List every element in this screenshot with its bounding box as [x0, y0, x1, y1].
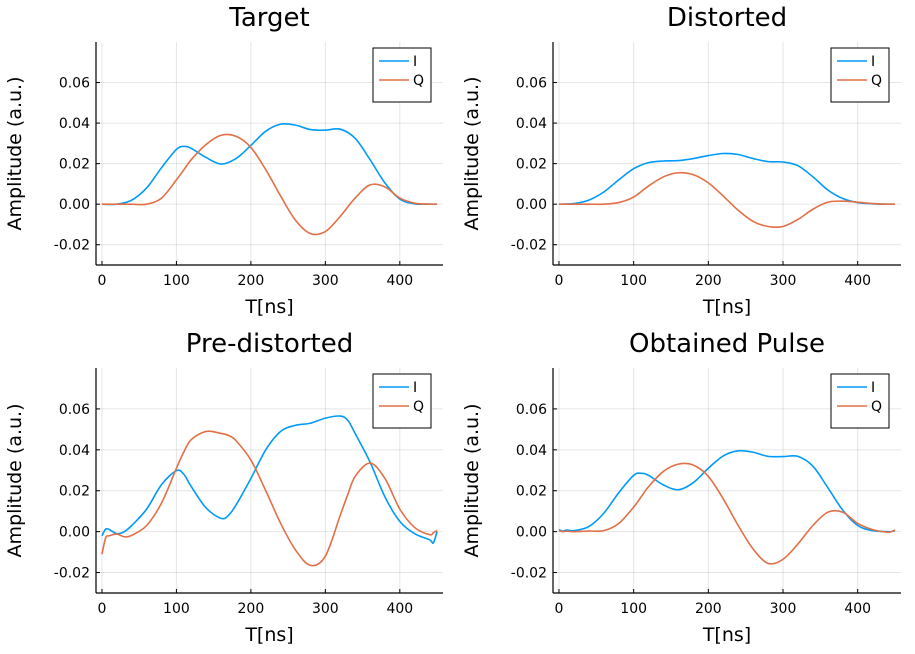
y-axis-label: Amplitude (a.u.) — [461, 77, 483, 231]
series-line-i — [558, 152, 896, 206]
chart-pre-distorted: 0 100 200 300 400 -0.02 0.00 0.02 0.04 0.06 Pre-d… — [4, 329, 443, 646]
x-axis-label: T[ns] — [244, 296, 293, 318]
legend-box — [830, 47, 890, 103]
y-tick-label: 0.04 — [516, 116, 547, 132]
legend-label-q: Q — [871, 399, 882, 415]
y-tick-label: 0.06 — [516, 76, 547, 92]
series-line-q — [558, 462, 896, 565]
y-tick-label: -0.02 — [511, 566, 547, 582]
legend-box — [830, 373, 890, 429]
series-group — [558, 152, 896, 229]
legend-label-q: Q — [871, 73, 882, 89]
legend: I Q — [372, 47, 432, 103]
x-tick-label: 100 — [620, 601, 647, 617]
chart-obtained-pulse: 0 100 200 300 400 -0.02 0.00 0.02 0.04 0.06 Obtai… — [461, 329, 901, 646]
legend-label-i: I — [871, 380, 875, 396]
plot-area: 0 100 200 300 400 -0.02 0.00 0.02 0.04 0.06 — [511, 42, 901, 289]
series-line-i — [101, 415, 438, 545]
x-tick-label: 100 — [163, 273, 190, 289]
x-tick-label: 0 — [555, 601, 564, 617]
series-group — [558, 449, 896, 565]
series-group — [101, 122, 438, 236]
x-tick-label: 200 — [695, 273, 722, 289]
chart-title: Target — [228, 3, 309, 33]
y-tick-label: 0.02 — [516, 157, 547, 173]
series-line-q — [101, 133, 438, 236]
legend-box — [372, 47, 432, 103]
series-group — [101, 415, 438, 567]
x-tick-label: 400 — [386, 273, 413, 289]
chart-target: 0 100 200 300 400 -0.02 0.00 0.02 0.04 0.06 Targe… — [4, 3, 443, 318]
plot-area: 0 100 200 300 400 -0.02 0.00 0.02 0.04 0.06 — [54, 42, 443, 289]
y-tick-label: -0.02 — [511, 238, 547, 254]
x-tick-label: 100 — [620, 273, 647, 289]
legend-label-q: Q — [413, 399, 424, 415]
x-tick-label: 300 — [770, 273, 797, 289]
x-tick-label: 300 — [770, 601, 797, 617]
x-tick-label: 300 — [312, 601, 339, 617]
x-tick-label: 300 — [312, 273, 339, 289]
legend: I Q — [830, 373, 890, 429]
series-line-i — [101, 122, 438, 206]
legend: I Q — [830, 47, 890, 103]
y-tick-label: 0.00 — [516, 525, 547, 541]
legend-label-q: Q — [413, 73, 424, 89]
y-tick-label: 0.06 — [59, 76, 90, 92]
legend-label-i: I — [413, 380, 417, 396]
series-line-i — [558, 449, 896, 533]
y-axis-label: Amplitude (a.u.) — [4, 404, 26, 558]
x-tick-label: 200 — [695, 601, 722, 617]
y-tick-label: 0.02 — [59, 484, 90, 500]
y-tick-label: 0.04 — [516, 443, 547, 459]
x-axis-label: T[ns] — [702, 296, 751, 318]
legend-label-i: I — [413, 54, 417, 70]
y-tick-label: 0.00 — [59, 197, 90, 213]
x-tick-label: 200 — [238, 273, 265, 289]
y-tick-label: -0.02 — [54, 566, 90, 582]
legend-box — [372, 373, 432, 429]
x-tick-label: 0 — [555, 273, 564, 289]
x-tick-label: 400 — [844, 273, 871, 289]
y-tick-label: 0.00 — [59, 525, 90, 541]
plot-area: 0 100 200 300 400 -0.02 0.00 0.02 0.04 0.06 — [54, 368, 443, 617]
y-tick-label: 0.04 — [59, 443, 90, 459]
chart-distorted: 0 100 200 300 400 -0.02 0.00 0.02 0.04 0.06 Disto… — [461, 3, 901, 318]
y-tick-label: 0.04 — [59, 116, 90, 132]
x-tick-label: 400 — [844, 601, 871, 617]
x-tick-label: 200 — [238, 601, 265, 617]
chart-title: Distorted — [667, 3, 787, 33]
x-tick-label: 100 — [163, 601, 190, 617]
x-axis-label: T[ns] — [702, 624, 751, 646]
chart-title: Pre-distorted — [186, 329, 353, 359]
series-line-q — [101, 430, 438, 567]
y-tick-label: 0.06 — [516, 402, 547, 418]
legend: I Q — [372, 373, 432, 429]
series-line-q — [558, 171, 896, 229]
y-tick-label: 0.02 — [59, 157, 90, 173]
y-tick-label: 0.06 — [59, 402, 90, 418]
y-tick-label: -0.02 — [54, 238, 90, 254]
chart-title: Obtained Pulse — [629, 329, 825, 359]
y-axis-label: Amplitude (a.u.) — [4, 77, 26, 231]
x-axis-label: T[ns] — [244, 624, 293, 646]
y-tick-label: 0.00 — [516, 197, 547, 213]
x-tick-label: 400 — [386, 601, 413, 617]
x-tick-label: 0 — [97, 601, 106, 617]
x-tick-label: 0 — [97, 273, 106, 289]
y-axis-label: Amplitude (a.u.) — [461, 404, 483, 558]
plot-area: 0 100 200 300 400 -0.02 0.00 0.02 0.04 0.06 — [511, 368, 901, 617]
legend-label-i: I — [871, 54, 875, 70]
y-tick-label: 0.02 — [516, 484, 547, 500]
